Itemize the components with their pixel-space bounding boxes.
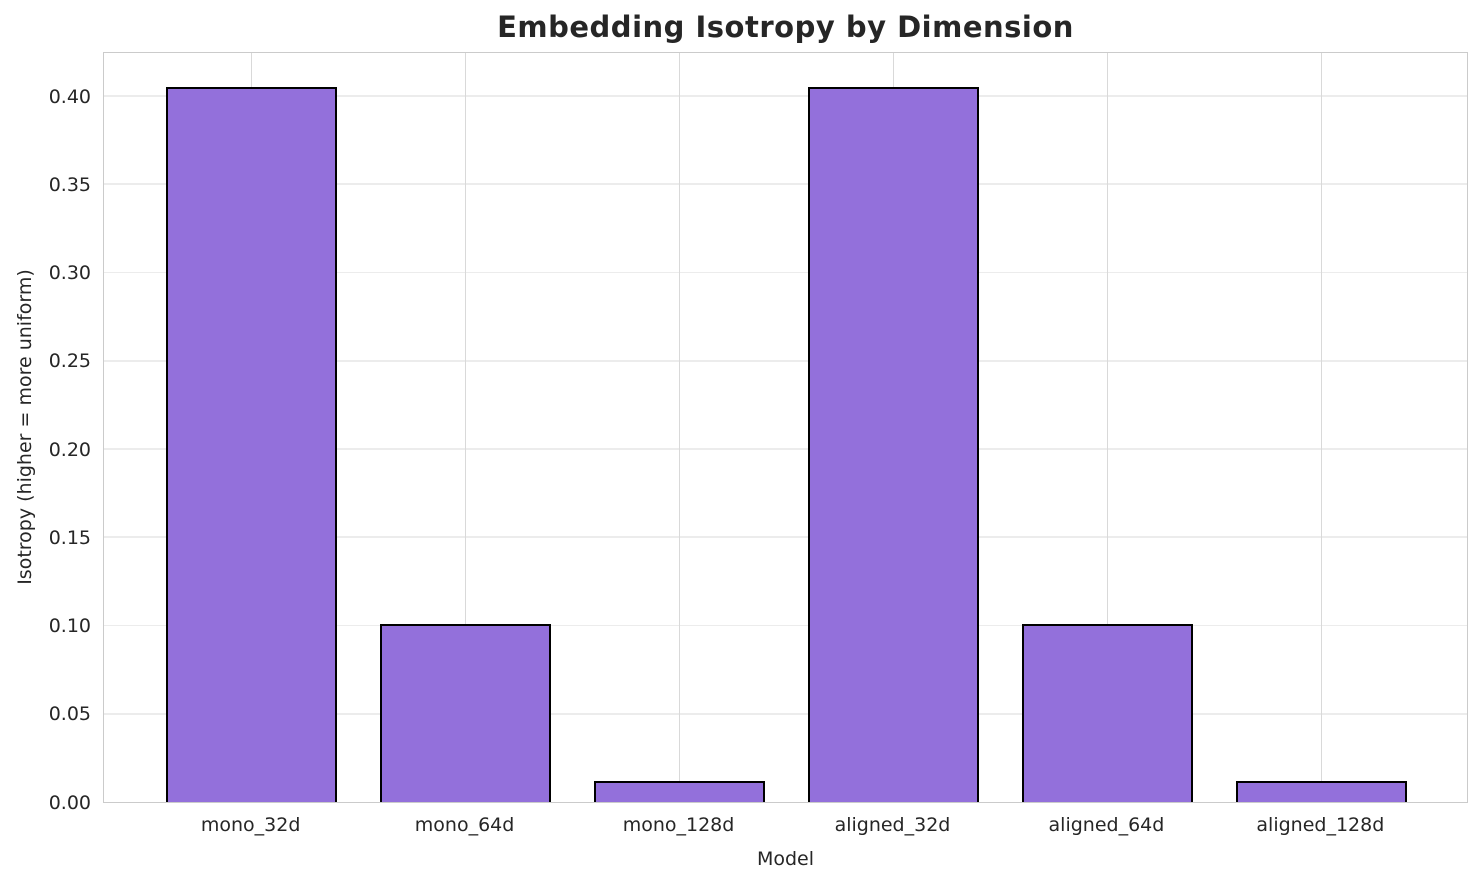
- x-tick-label-aligned_64d: aligned_64d: [1048, 814, 1165, 836]
- y-tick-label: 0.35: [48, 173, 91, 196]
- horizontal-gridline: [104, 712, 1467, 715]
- bar-mono_128d: [593, 780, 766, 802]
- bar-aligned_32d: [807, 87, 980, 802]
- horizontal-gridline: [104, 448, 1467, 450]
- bar-mono_64d: [379, 623, 552, 802]
- x-tick-label-mono_32d: mono_32d: [200, 814, 301, 836]
- y-tick-label: 0.20: [48, 438, 91, 461]
- y-tick-label: 0.10: [48, 615, 91, 637]
- y-tick-label: 0.30: [48, 262, 91, 284]
- bar-aligned_64d: [1021, 623, 1193, 802]
- horizontal-gridline: [104, 183, 1467, 186]
- x-tick-label-aligned_128d: aligned_128d: [1256, 814, 1385, 836]
- x-tick-label-mono_128d: mono_128d: [622, 814, 735, 836]
- y-tick-label: 0.40: [48, 85, 91, 108]
- bar-mono_32d: [166, 87, 338, 802]
- horizontal-gridline: [104, 359, 1467, 362]
- y-tick-label: 0.15: [48, 526, 91, 549]
- chart-title: Embedding Isotropy by Dimension: [497, 10, 1074, 44]
- horizontal-gridline: [104, 95, 1467, 97]
- y-tick-label: 0.00: [48, 791, 91, 814]
- plot-area: [103, 52, 1468, 803]
- x-axis-label: Model: [756, 848, 815, 870]
- vertical-gridline: [1106, 53, 1109, 802]
- x-tick-label-mono_64d: mono_64d: [414, 814, 515, 836]
- vertical-gridline: [1320, 53, 1323, 802]
- y-tick-label: 0.25: [48, 350, 91, 373]
- horizontal-gridline: [104, 536, 1467, 539]
- horizontal-gridline: [104, 271, 1467, 274]
- y-tick-label: 0.05: [48, 703, 91, 726]
- x-tick-label-aligned_32d: aligned_32d: [834, 814, 951, 836]
- bar-aligned_128d: [1235, 780, 1407, 802]
- vertical-gridline: [678, 53, 681, 802]
- vertical-gridline: [464, 53, 467, 802]
- horizontal-gridline: [104, 624, 1467, 627]
